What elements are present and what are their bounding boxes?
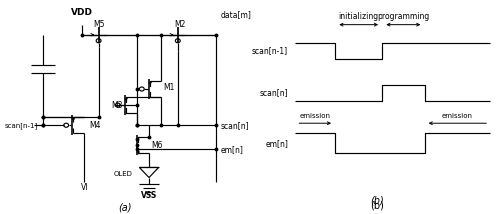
Text: scan[n-1]: scan[n-1]: [5, 122, 38, 129]
Text: (a): (a): [118, 203, 132, 213]
Text: emission: emission: [300, 113, 330, 119]
Text: VI: VI: [80, 183, 88, 192]
Text: data[m]: data[m]: [221, 10, 252, 19]
Text: M3: M3: [111, 101, 122, 110]
Text: em[n]: em[n]: [266, 139, 288, 148]
Text: scan[n]: scan[n]: [221, 121, 250, 130]
Text: scan[n-1]: scan[n-1]: [252, 46, 288, 55]
Text: em[n]: em[n]: [221, 145, 244, 154]
Text: VDD: VDD: [71, 8, 93, 17]
Text: M6: M6: [152, 141, 163, 150]
Text: M2: M2: [174, 20, 186, 29]
Text: M1: M1: [164, 83, 175, 92]
Text: programming: programming: [377, 12, 430, 21]
Text: OLED: OLED: [114, 171, 132, 177]
Text: initializing: initializing: [338, 12, 379, 21]
Text: (b): (b): [370, 196, 384, 206]
Text: emission: emission: [442, 113, 473, 119]
Text: scan[n]: scan[n]: [260, 89, 288, 98]
Text: M4: M4: [89, 121, 101, 130]
Text: M5: M5: [93, 20, 104, 29]
Text: VSS: VSS: [141, 191, 157, 200]
Text: (b): (b): [370, 201, 384, 211]
